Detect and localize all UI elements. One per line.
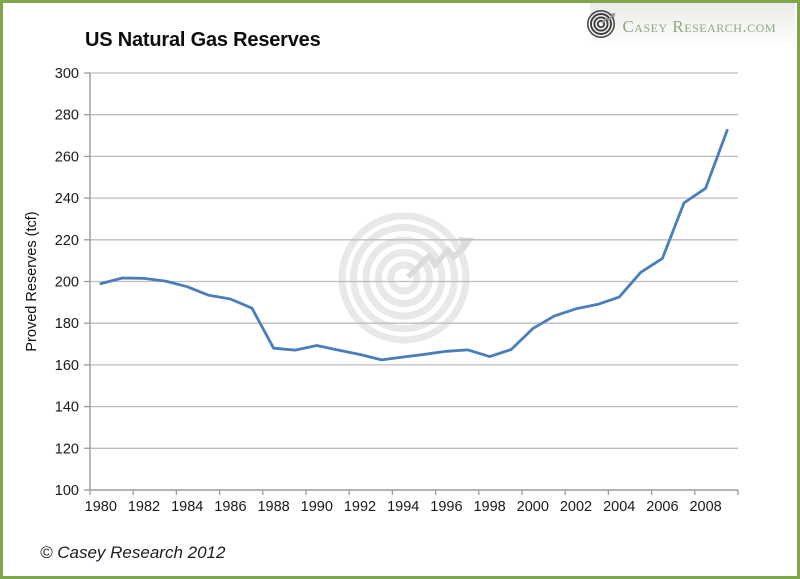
y-tick-label: 260 <box>55 149 79 165</box>
y-tick-label: 180 <box>55 316 79 332</box>
x-tick-label: 1992 <box>344 499 376 515</box>
data-line-proved-reserves <box>99 128 729 362</box>
y-tick-label: 100 <box>55 483 79 499</box>
x-tick-label: 2008 <box>689 499 721 515</box>
y-tick-label: 160 <box>55 358 79 374</box>
y-axis-title: Proved Reserves (tcf) <box>24 211 40 351</box>
x-tick-label: 1986 <box>214 499 246 515</box>
y-tick-label: 140 <box>55 400 79 416</box>
x-tick-label: 1980 <box>85 499 117 515</box>
x-tick-label: 1982 <box>128 499 160 515</box>
x-tick-label: 1988 <box>257 499 289 515</box>
casey-research-logo: Casey Research.com <box>587 9 776 44</box>
casey-watermark-icon <box>338 212 474 344</box>
x-tick-label: 2002 <box>560 499 592 515</box>
x-tick-label: 1984 <box>171 499 203 515</box>
casey-spiral-icon <box>587 9 617 44</box>
x-tick-label: 1994 <box>387 499 419 515</box>
y-tick-label: 200 <box>55 275 79 291</box>
x-tick-label: 1996 <box>430 499 462 515</box>
y-tick-label: 120 <box>55 441 79 457</box>
y-tick-label: 280 <box>55 108 79 124</box>
y-tick-label: 300 <box>55 66 79 82</box>
x-tick-label: 2004 <box>603 499 635 515</box>
x-tick-label: 2000 <box>517 499 549 515</box>
y-tick-label: 240 <box>55 191 79 207</box>
logo-text: Casey Research.com <box>622 16 776 36</box>
copyright-text: © Casey Research 2012 <box>40 543 226 562</box>
y-tick-label: 220 <box>55 233 79 249</box>
x-tick-label: 2006 <box>646 499 678 515</box>
x-tick-label: 1998 <box>473 499 505 515</box>
logo-background <box>590 3 795 45</box>
x-tick-label: 1990 <box>301 499 333 515</box>
chart-title: US Natural Gas Reserves <box>85 29 321 52</box>
